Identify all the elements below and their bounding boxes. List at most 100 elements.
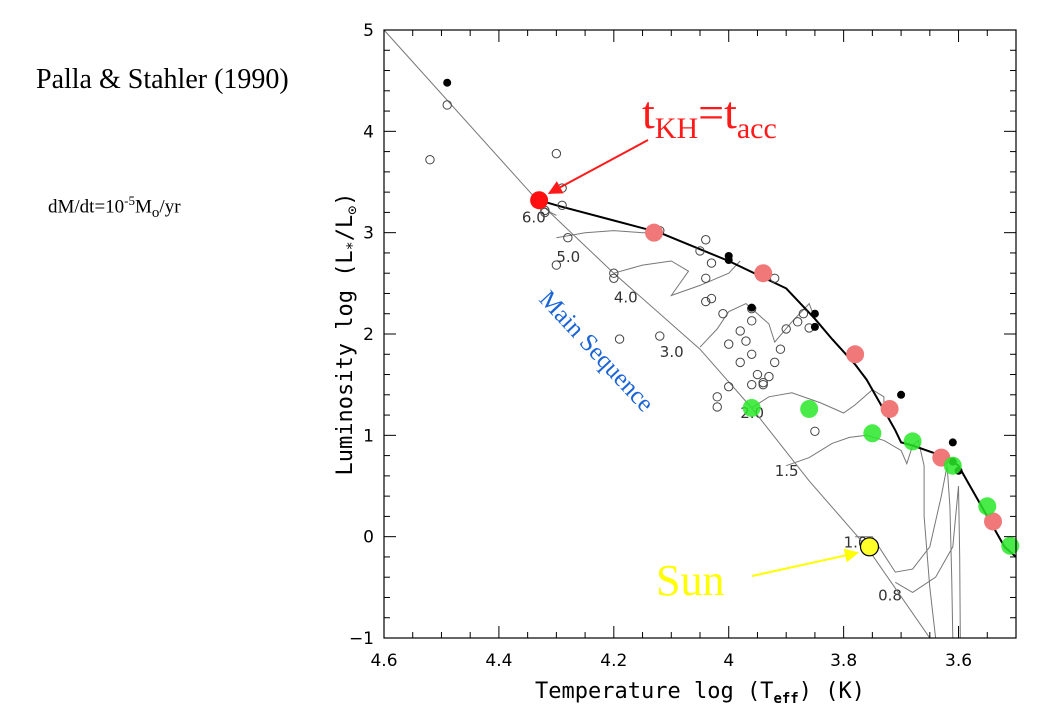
y-tick-label: 4 (363, 122, 374, 142)
open-circle-point (781, 324, 791, 334)
red-point (645, 223, 664, 242)
x-axis-label: Temperature log (Teff) (K) (535, 679, 865, 707)
open-circle-point (747, 379, 757, 390)
green-point (1001, 536, 1020, 555)
x-tick-label: 4.2 (600, 651, 627, 671)
open-circle-point (718, 309, 728, 319)
black-point (724, 256, 733, 265)
track-mass-label: 0.8 (878, 586, 902, 604)
sun-label: Sun (656, 556, 724, 605)
open-circle-point (792, 317, 803, 327)
green-point (800, 399, 819, 418)
annotations: Main Sequence tKH=tacc Sun (534, 87, 859, 605)
tkh-highlight-point (530, 191, 549, 210)
open-circle-point (701, 296, 711, 307)
black-point (810, 322, 819, 331)
open-circle-point (752, 369, 763, 380)
red-point (984, 512, 1003, 531)
open-circle-point (735, 357, 745, 368)
track-mass-label: 5.0 (556, 248, 580, 266)
y-tick-label: 2 (363, 325, 374, 345)
y-tick-label: 1 (363, 426, 374, 446)
y-tick-label: 5 (363, 21, 374, 41)
track-mass-label: 6.0 (522, 208, 546, 226)
black-point (810, 309, 819, 318)
open-circle-point (775, 344, 786, 354)
open-circle-point (764, 371, 774, 382)
open-circle-point (741, 336, 751, 346)
main-sequence-line (383, 29, 931, 639)
open-circle-point (701, 235, 711, 245)
x-tick-label: 4 (723, 651, 734, 671)
green-point (742, 398, 761, 417)
open-circle-point (706, 258, 717, 268)
open-circle-point (655, 331, 665, 341)
open-circle-point (810, 426, 820, 436)
black-point (897, 390, 906, 399)
open-circle-point (614, 334, 625, 344)
track-line-1.5 (786, 434, 937, 638)
open-circle-point (724, 381, 734, 392)
red-point (846, 345, 865, 364)
open-circle-point (695, 246, 705, 256)
accretion-unit-symbol: M (135, 196, 152, 218)
track-line-0.8 (895, 485, 961, 638)
open-circle-point (758, 377, 768, 388)
red-point (880, 399, 899, 418)
x-tick-label: 4.6 (370, 651, 397, 671)
evolutionary-tracks: 6.05.04.03.02.01.51.00.8 (522, 201, 961, 638)
open-circle-point (609, 273, 619, 283)
open-circle-point (442, 100, 452, 110)
green-point (943, 456, 962, 475)
open-circle-point (758, 379, 768, 390)
black-point (747, 303, 756, 312)
track-mass-label: 4.0 (614, 289, 638, 307)
accretion-unit-subscript: o (151, 205, 160, 222)
accretion-prefix: dM/dt=10 (48, 196, 125, 218)
open-circle-point (735, 326, 745, 336)
open-circle-point (712, 402, 722, 412)
red-point (754, 264, 773, 283)
open-circle-point (563, 233, 573, 243)
main-sequence-layer (383, 29, 931, 639)
main-sequence-label: Main Sequence (534, 286, 659, 418)
green-point (978, 497, 997, 516)
open-circle-point (712, 392, 722, 402)
axes: 4.6 4.4 4.2 4 3.8 3.6 −1 0 1 2 3 4 5 Temperature log … (333, 21, 1017, 707)
open-circle-point (706, 293, 717, 304)
x-tick-label: 3.8 (830, 651, 857, 671)
track-line-2.0 (751, 389, 885, 414)
reference-title: Palla & Stahler (1990) (36, 64, 289, 95)
open-circle-point (769, 357, 780, 368)
tkh-arrow (547, 139, 649, 195)
track-line-4.0 (613, 260, 741, 297)
accretion-rate-label: dM/dt=10-5Mo/yr (48, 193, 181, 222)
track-line-1.0 (855, 465, 954, 638)
y-tick-label: 0 (363, 528, 374, 548)
tkh-tacc-label: tKH=tacc (642, 87, 777, 145)
accretion-exponent: -5 (124, 193, 136, 208)
open-circle-point (551, 148, 562, 159)
track-mass-label: 1.5 (775, 462, 799, 480)
track-mass-label: 3.0 (660, 343, 684, 361)
open-circle-point (701, 273, 711, 283)
open-circle-point (609, 268, 619, 278)
open-circle-point (540, 207, 550, 218)
track-line-3.0 (699, 302, 816, 348)
sun-arrow (751, 548, 859, 577)
x-tick-label: 4.4 (485, 651, 512, 671)
open-circle-point (425, 155, 435, 165)
open-circle-point (798, 309, 809, 319)
open-circle-point (551, 260, 562, 270)
black-point (443, 78, 452, 87)
open-circle-point (557, 200, 567, 211)
sun-point (859, 537, 880, 557)
open-circle-point (747, 349, 757, 359)
y-tick-label: −1 (349, 629, 374, 649)
accretion-unit-suffix: /yr (159, 196, 181, 218)
green-point (863, 424, 882, 443)
y-axis-label: Luminosity log (L*/L⊙) (333, 193, 361, 476)
open-circle-point (724, 339, 734, 349)
open-circle-point (747, 316, 757, 326)
black-point (948, 438, 957, 447)
